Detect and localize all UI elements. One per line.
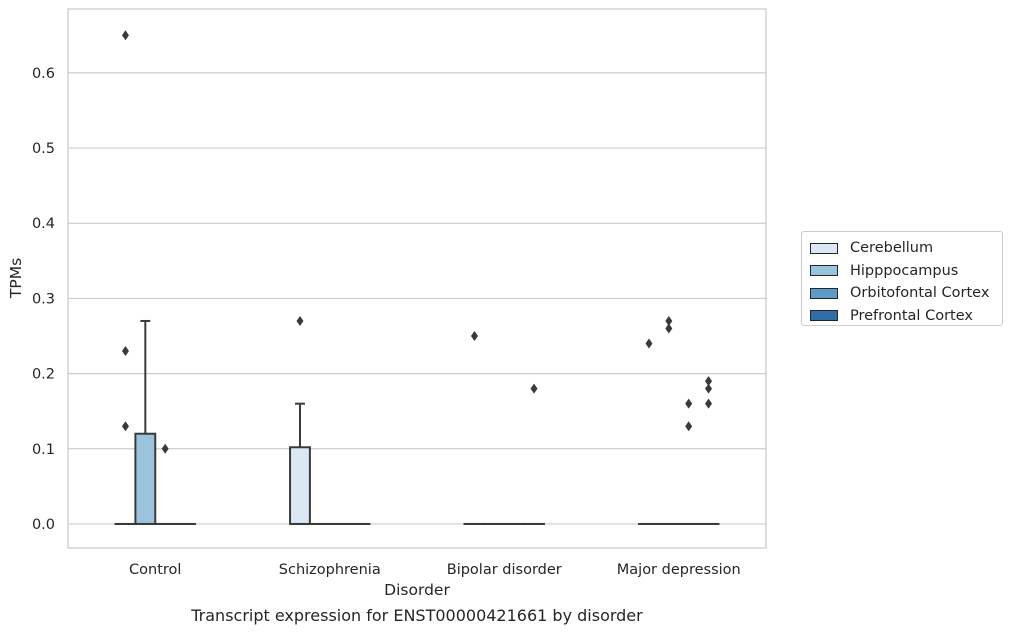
legend-label-prefrontal: Prefrontal Cortex [850, 308, 973, 324]
y-tick-label: 0.6 [32, 66, 55, 82]
x-axis-label: Disorder [384, 581, 450, 599]
box-body [290, 447, 310, 524]
legend-item-hippocampus: Hipppocampus [810, 260, 1002, 283]
legend-item-prefrontal: Prefrontal Cortex [810, 305, 1002, 328]
legend-label-orbitofrontal: Orbitofontal Cortex [850, 285, 989, 301]
legend-item-orbitofrontal: Orbitofontal Cortex [810, 282, 1002, 305]
legend: Cerebellum Hipppocampus Orbitofontal Cor… [801, 231, 1003, 326]
x-tick-label: Control [129, 562, 181, 578]
x-tick-label: Schizophrenia [279, 562, 381, 578]
x-tick-label: Bipolar disorder [447, 562, 562, 578]
x-tick-labels: Control Schizophrenia Bipolar disorder Majo… [129, 562, 741, 578]
legend-swatch-orbitofrontal [810, 288, 838, 299]
plot-area [68, 9, 766, 548]
y-tick-label: 0.2 [32, 367, 55, 383]
legend-swatch-cerebellum [810, 243, 838, 254]
legend-label-hippocampus: Hipppocampus [850, 263, 958, 279]
y-tick-label: 0.3 [32, 291, 55, 307]
y-tick-label: 0.1 [32, 442, 55, 458]
y-tick-label: 0.5 [32, 141, 55, 157]
x-tick-label: Major depression [617, 562, 741, 578]
y-axis-label: TPMs [7, 258, 25, 299]
legend-swatch-prefrontal [810, 310, 838, 321]
legend-swatch-hippocampus [810, 265, 838, 276]
legend-item-cerebellum: Cerebellum [810, 237, 1002, 260]
y-tick-label: 0.0 [32, 517, 55, 533]
chart-caption: Transcript expression for ENST0000042166… [0, 606, 834, 625]
y-tick-labels: 0.0 0.1 0.2 0.3 0.4 0.5 0.6 [32, 66, 55, 533]
box-body [135, 434, 155, 524]
y-tick-label: 0.4 [32, 216, 55, 232]
legend-label-cerebellum: Cerebellum [850, 240, 933, 256]
